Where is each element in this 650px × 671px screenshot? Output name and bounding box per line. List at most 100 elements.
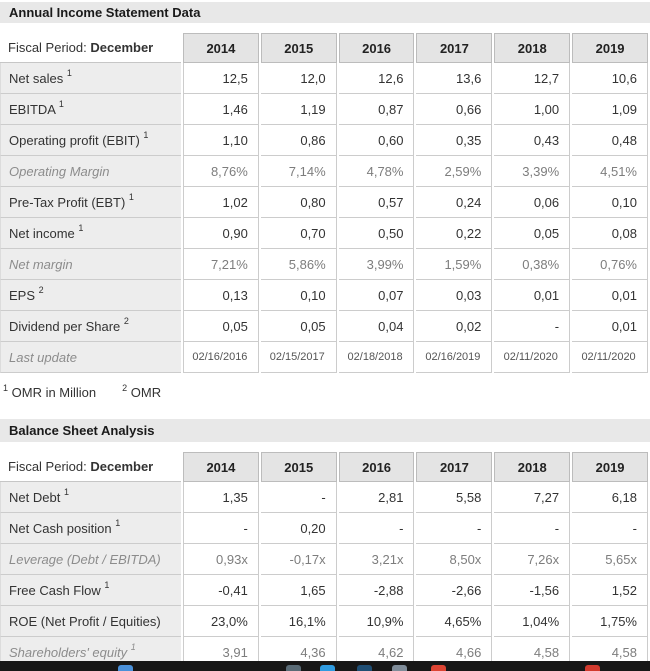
- value-cell: 1,04%: [494, 606, 571, 637]
- footnote: 2 OMR: [122, 382, 162, 400]
- value-cell: 0,10: [572, 187, 648, 218]
- row-label: Free Cash Flow 1: [0, 575, 181, 606]
- value-cell: 0,87: [338, 94, 415, 125]
- table-header-row: Fiscal Period: December 2014 2015 2016 2017 2…: [0, 452, 648, 482]
- value-cell: 0,93x: [183, 544, 259, 575]
- value-cell: 0,90: [183, 218, 259, 249]
- value-cell: 1,02: [183, 187, 259, 218]
- year-column-header: 2014: [183, 33, 259, 63]
- value-cell: 02/11/2020: [572, 342, 648, 373]
- row-label: Last update: [0, 342, 181, 373]
- income-section-title-bar: Annual Income Statement Data: [0, 2, 650, 23]
- value-cell: 0,07: [338, 280, 415, 311]
- year-column-header: 2016: [338, 33, 415, 63]
- value-cell: 6,18: [572, 482, 648, 513]
- value-cell: 10,6: [572, 63, 648, 94]
- value-cell: 02/15/2017: [260, 342, 337, 373]
- value-cell: 0,05: [260, 311, 337, 342]
- value-cell: 4,51%: [572, 156, 648, 187]
- balance-section-title: Balance Sheet Analysis: [9, 423, 155, 438]
- footnote-marker: 1: [143, 130, 149, 141]
- section-balance-sheet: Balance Sheet Analysis Fiscal Period: De…: [0, 419, 650, 668]
- footnote-marker: 1: [130, 642, 136, 653]
- value-cell: 2,59%: [416, 156, 493, 187]
- section-income-statement: Annual Income Statement Data Fiscal Peri…: [0, 2, 650, 401]
- row-label: Pre-Tax Profit (EBT) 1: [0, 187, 181, 218]
- value-cell: 0,05: [494, 218, 571, 249]
- row-label: Net Debt 1: [0, 482, 181, 513]
- value-cell: -: [183, 513, 259, 544]
- taskbar-app-icon-2[interactable]: [286, 665, 301, 671]
- table-row: Net income 1 0,90 0,70 0,50 0,22 0,05 0,08: [0, 218, 648, 249]
- value-cell: 0,38%: [494, 249, 571, 280]
- table-row: Leverage (Debt / EBITDA) 0,93x -0,17x 3,21x…: [0, 544, 648, 575]
- value-cell: 13,6: [416, 63, 493, 94]
- taskbar-app-icon-1[interactable]: [118, 665, 133, 671]
- value-cell: 1,59%: [416, 249, 493, 280]
- taskbar-app-icon-3[interactable]: [320, 665, 335, 671]
- row-label: EBITDA 1: [0, 94, 181, 125]
- value-cell: -2,66: [416, 575, 493, 606]
- row-label: Net Cash position 1: [0, 513, 181, 544]
- value-cell: 1,46: [183, 94, 259, 125]
- value-cell: 0,22: [416, 218, 493, 249]
- value-cell: 0,48: [572, 125, 648, 156]
- year-column-header: 2017: [416, 33, 493, 63]
- year-column-header: 2019: [572, 33, 648, 63]
- table-row: Dividend per Share 2 0,05 0,05 0,04 0,02-0,0…: [0, 311, 648, 342]
- table-row: EPS 2 0,13 0,10 0,07 0,03 0,01 0,01: [0, 280, 648, 311]
- table-row: Operating profit (EBIT) 1 1,10 0,86 0,60 0,3…: [0, 125, 648, 156]
- fiscal-period-label: Fiscal Period:: [8, 459, 91, 474]
- value-cell: 7,27: [494, 482, 571, 513]
- value-cell: 0,04: [338, 311, 415, 342]
- year-column-header: 2015: [260, 452, 337, 482]
- value-cell: 0,20: [260, 513, 337, 544]
- table-row: EBITDA 1 1,46 1,19 0,87 0,66 1,00 1,09: [0, 94, 648, 125]
- taskbar-app-icon-6[interactable]: [431, 665, 446, 671]
- income-table-body: Net sales 1 12,5 12,0 12,6 13,6 12,7 10,6 EBITD…: [0, 63, 648, 373]
- value-cell: 3,99%: [338, 249, 415, 280]
- taskbar-app-icon-7[interactable]: [585, 665, 600, 671]
- value-cell: 10,9%: [338, 606, 415, 637]
- value-cell: 4,78%: [338, 156, 415, 187]
- table-row: Net margin 7,21% 5,86% 3,99% 1,59% 0,38% 0,76%: [0, 249, 648, 280]
- taskbar-app-icon-5[interactable]: [392, 665, 407, 671]
- value-cell: 02/18/2018: [338, 342, 415, 373]
- value-cell: 0,01: [572, 311, 648, 342]
- value-cell: 0,01: [494, 280, 571, 311]
- fiscal-period-header: Fiscal Period: December: [0, 452, 181, 482]
- value-cell: 5,86%: [260, 249, 337, 280]
- value-cell: 0,06: [494, 187, 571, 218]
- table-row: Last update 02/16/2016 02/15/2017 02/18/201…: [0, 342, 648, 373]
- table-row: Pre-Tax Profit (EBT) 1 1,02 0,80 0,57 0,24 0,…: [0, 187, 648, 218]
- table-row: ROE (Net Profit / Equities) 23,0% 16,1% 10,…: [0, 606, 648, 637]
- footnote-marker: 2: [38, 285, 44, 296]
- value-cell: 0,80: [260, 187, 337, 218]
- value-cell: 7,14%: [260, 156, 337, 187]
- value-cell: 1,10: [183, 125, 259, 156]
- value-cell: 0,03: [416, 280, 493, 311]
- balance-table-body: Net Debt 1 1,35-2,81 5,58 7,27 6,18 Net Cash …: [0, 482, 648, 668]
- footnote-marker: 1: [128, 192, 134, 203]
- value-cell: 1,19: [260, 94, 337, 125]
- footnote-marker: 1: [63, 487, 69, 498]
- value-cell: 7,26x: [494, 544, 571, 575]
- value-cell: 7,21%: [183, 249, 259, 280]
- value-cell: 02/16/2019: [416, 342, 493, 373]
- value-cell: 0,08: [572, 218, 648, 249]
- value-cell: 1,09: [572, 94, 648, 125]
- value-cell: 0,13: [183, 280, 259, 311]
- income-section-title: Annual Income Statement Data: [9, 5, 201, 20]
- taskbar-app-icon-4[interactable]: [357, 665, 372, 671]
- taskbar: [0, 661, 650, 671]
- value-cell: -: [572, 513, 648, 544]
- value-cell: -0,41: [183, 575, 259, 606]
- value-cell: 12,6: [338, 63, 415, 94]
- footnote-marker: 1: [78, 223, 84, 234]
- year-column-header: 2019: [572, 452, 648, 482]
- value-cell: 02/16/2016: [183, 342, 259, 373]
- value-cell: 23,0%: [183, 606, 259, 637]
- table-row: Net sales 1 12,5 12,0 12,6 13,6 12,7 10,6: [0, 63, 648, 94]
- value-cell: 8,50x: [416, 544, 493, 575]
- table-row: Free Cash Flow 1 -0,41 1,65 -2,88 -2,66 -1,56…: [0, 575, 648, 606]
